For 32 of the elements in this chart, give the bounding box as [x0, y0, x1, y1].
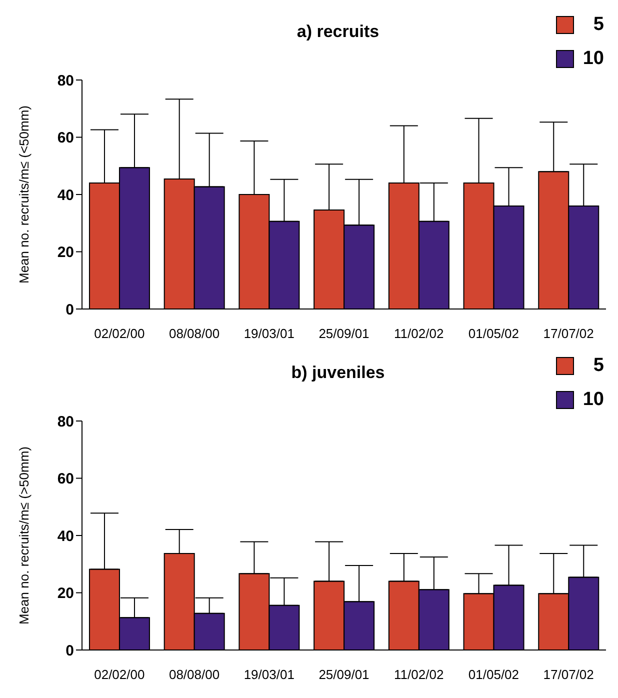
y-tick-label: 60 — [57, 130, 74, 147]
x-tick-label: 25/09/01 — [318, 326, 370, 342]
x-tick-label: 25/09/01 — [318, 667, 370, 682]
y-axis-title: Mean no. recruits/m≤ (>50mm) — [16, 446, 32, 624]
chart-title: a) recruits — [296, 22, 380, 42]
legend-label: 10 — [582, 389, 604, 411]
y-tick-label: 40 — [57, 528, 74, 545]
y-tick-label: 80 — [57, 72, 74, 90]
x-tick-label: 01/05/02 — [468, 326, 520, 342]
chart-title: b) juveniles — [290, 363, 386, 383]
x-tick-label: 17/07/02 — [543, 326, 594, 342]
x-tick-label: 19/03/01 — [244, 326, 294, 342]
x-tick-label: 11/02/02 — [394, 326, 444, 342]
legend-label: 5 — [592, 355, 604, 377]
x-tick-label: 01/05/02 — [468, 667, 520, 682]
legend-label: 5 — [592, 14, 604, 36]
x-tick-label: 02/02/00 — [94, 326, 145, 342]
x-tick-label: 02/02/00 — [94, 667, 145, 682]
y-tick-label: 80 — [57, 413, 74, 430]
x-tick-label: 08/08/00 — [168, 326, 220, 342]
y-tick-label: 20 — [57, 585, 74, 602]
x-tick-label: 11/02/02 — [394, 667, 444, 682]
y-tick-label: 20 — [57, 244, 74, 262]
legend-label: 10 — [582, 48, 604, 70]
y-tick-label: 0 — [66, 642, 74, 660]
x-tick-label: 08/08/00 — [168, 667, 220, 682]
y-axis-title: Mean no. recruits/m≤ (<50mm) — [16, 106, 32, 284]
x-tick-label: 17/07/02 — [543, 667, 594, 682]
x-tick-label: 19/03/01 — [244, 667, 294, 682]
y-tick-label: 40 — [57, 186, 74, 204]
y-tick-label: 60 — [57, 470, 74, 488]
y-tick-label: 0 — [66, 301, 74, 318]
